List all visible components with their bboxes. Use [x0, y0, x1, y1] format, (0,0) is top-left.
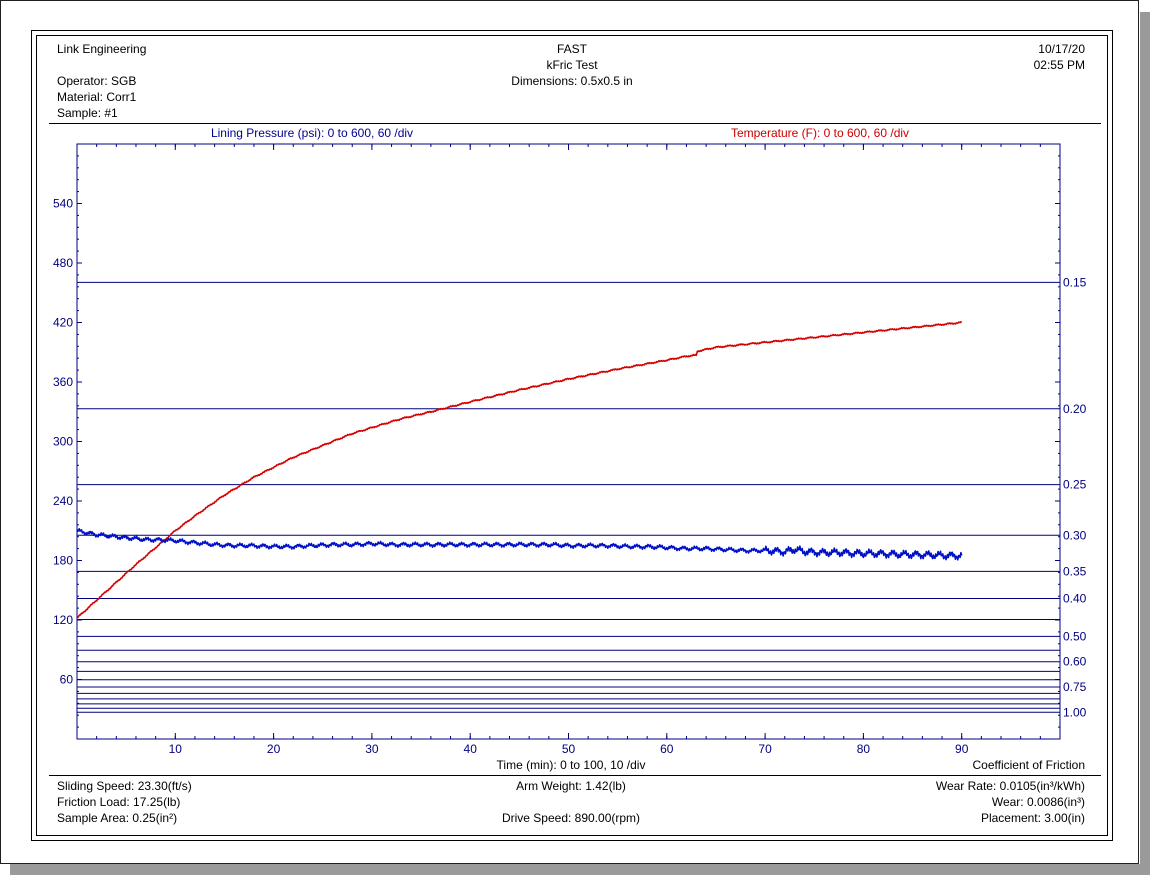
- cof-tick-label: 0.35: [1063, 564, 1087, 578]
- company-name: Link Engineering: [57, 42, 147, 56]
- report-sheet: Link Engineering Operator: SGB Material:…: [0, 0, 1139, 864]
- y-tick-label: 60: [60, 673, 74, 687]
- sliding-speed: Sliding Speed: 23.30(ft/s): [57, 779, 192, 793]
- left-axis-label: Lining Pressure (psi): 0 to 600, 60 /div: [211, 126, 413, 140]
- header-divider: [49, 123, 1101, 124]
- footer-divider: [49, 775, 1101, 776]
- x-tick-label: 20: [267, 742, 281, 756]
- report-date: 10/17/20: [1038, 42, 1085, 56]
- y-tick-label: 540: [53, 197, 73, 211]
- x-axis-label: Time (min): 0 to 100, 10 /div: [497, 758, 646, 772]
- friction-load: Friction Load: 17.25(lb): [57, 795, 181, 809]
- cof-tick-label: 0.75: [1063, 680, 1087, 694]
- cof-tick-label: 0.40: [1063, 591, 1087, 605]
- x-tick-label: 60: [660, 742, 674, 756]
- cof-tick-label: 0.30: [1063, 528, 1087, 542]
- sample: Sample: #1: [57, 106, 118, 120]
- sample-area: Sample Area: 0.25(in²): [57, 811, 178, 825]
- x-tick-label: 70: [758, 742, 772, 756]
- cof-axis-label: Coefficient of Friction: [973, 758, 1086, 772]
- right-axis-label: Temperature (F): 0 to 600, 60 /div: [731, 126, 909, 140]
- wear: Wear: 0.0086(in³): [991, 795, 1085, 809]
- y-tick-label: 240: [53, 494, 73, 508]
- y-tick-label: 480: [53, 256, 73, 270]
- arm-weight: Arm Weight: 1.42(lb): [516, 779, 626, 793]
- report-time: 02:55 PM: [1033, 58, 1085, 72]
- x-tick-label: 80: [857, 742, 871, 756]
- wear-rate: Wear Rate: 0.0105(in³/kWh): [935, 779, 1085, 793]
- cof-tick-label: 1.00: [1063, 705, 1087, 719]
- dimensions: Dimensions: 0.5x0.5 in: [511, 74, 633, 88]
- outer-frame: [31, 30, 1113, 841]
- material: Material: Corr1: [57, 90, 137, 104]
- pressure-series-line: [76, 528, 963, 561]
- x-tick-label: 50: [562, 742, 576, 756]
- drive-speed: Drive Speed: 890.00(rpm): [501, 811, 641, 825]
- temperature-series-line: [76, 321, 963, 619]
- y-tick-label: 420: [53, 316, 73, 330]
- operator: Operator: SGB: [57, 74, 137, 88]
- cof-tick-label: 0.15: [1063, 275, 1087, 289]
- y-tick-label: 120: [53, 613, 73, 627]
- y-tick-label: 360: [53, 375, 73, 389]
- cof-tick-label: 0.20: [1063, 402, 1087, 416]
- placement: Placement: 3.00(in): [980, 811, 1085, 825]
- cof-tick-label: 0.50: [1063, 629, 1087, 643]
- x-tick-label: 30: [365, 742, 379, 756]
- cof-tick-label: 0.60: [1063, 655, 1087, 669]
- inner-frame: [36, 35, 1108, 836]
- x-tick-label: 40: [464, 742, 478, 756]
- report-subtitle: kFric Test: [546, 58, 598, 72]
- cof-tick-label: 0.25: [1063, 478, 1087, 492]
- y-tick-label: 180: [53, 554, 73, 568]
- y-tick-label: 300: [53, 435, 73, 449]
- x-tick-label: 90: [955, 742, 969, 756]
- report-title: FAST: [556, 42, 588, 56]
- x-tick-label: 10: [169, 742, 183, 756]
- friction-chart: 0.15 0.20 0.25 0.30 0.35 0.40 0.50 0.60 0.75 1.00…: [53, 126, 1087, 772]
